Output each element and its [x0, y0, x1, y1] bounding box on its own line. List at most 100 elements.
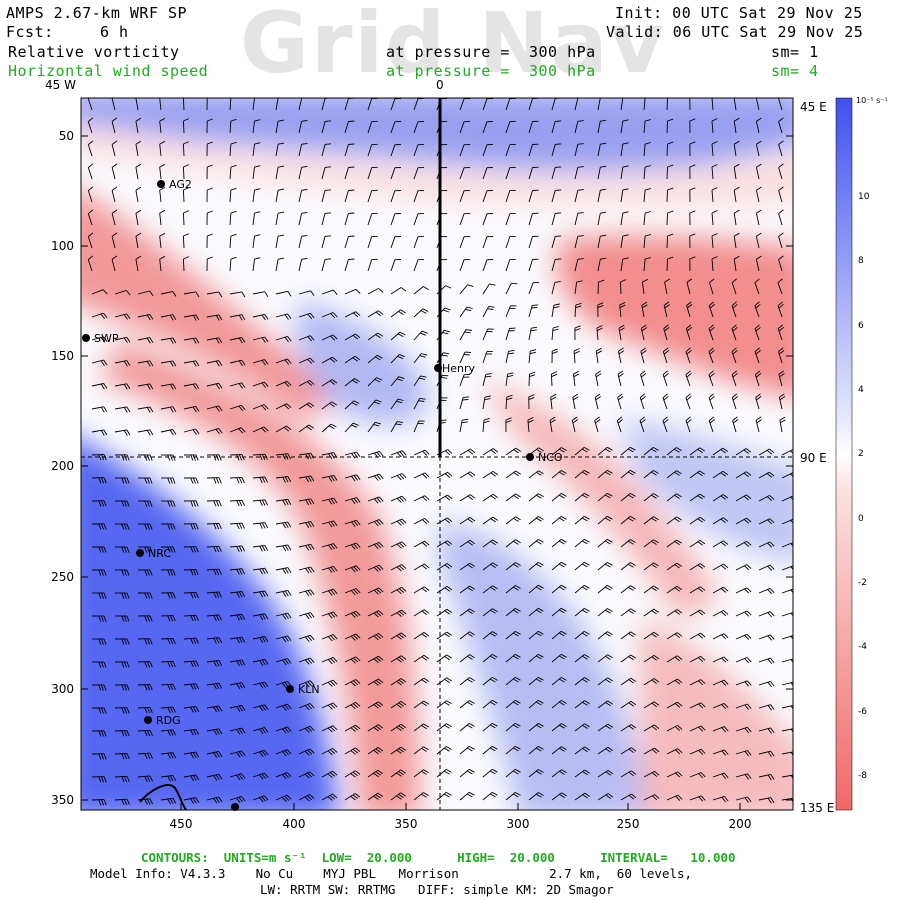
wind-barb-feather	[794, 636, 798, 641]
wind-barb-feather	[399, 519, 405, 525]
wind-barb	[91, 454, 105, 456]
wind-barb-feather	[238, 428, 244, 434]
wind-barb	[735, 726, 748, 732]
wind-barb-feather	[328, 567, 333, 573]
wind-barb-feather	[697, 495, 703, 500]
wind-barb-feather	[123, 407, 128, 413]
wind-barb-feather	[183, 210, 190, 214]
wind-barb-feather	[465, 329, 472, 331]
wind-barb-feather	[675, 795, 681, 801]
wind-barb	[344, 701, 356, 709]
wind-barb-feather	[169, 314, 174, 321]
wind-barb	[528, 98, 533, 111]
wind-barb-feather	[98, 730, 102, 737]
wind-barb-feather	[720, 449, 726, 454]
wind-barb	[229, 591, 242, 594]
wind-barb-feather	[396, 421, 403, 423]
wind-barb-feather	[469, 539, 476, 545]
wind-barb-feather	[333, 497, 338, 504]
wind-barb	[528, 653, 539, 663]
wind-barb-feather	[218, 751, 223, 757]
wind-barb-feather	[770, 681, 775, 687]
colorbar-tick-label: 8	[858, 256, 864, 266]
wind-barb-feather	[606, 515, 613, 520]
wind-barb-feather	[215, 315, 220, 321]
wind-barb-feather	[506, 394, 513, 398]
wind-barb	[597, 213, 601, 226]
wind-barb	[689, 632, 701, 640]
forecast-value: 6 h	[100, 23, 129, 41]
wind-barb-feather	[720, 518, 726, 524]
wind-barb-feather	[241, 705, 246, 711]
wind-barb-feather	[490, 609, 496, 614]
wind-barb-feather	[195, 454, 199, 461]
wind-barb-feather	[169, 454, 173, 461]
wind-barb-feather	[767, 751, 772, 757]
x-tick-label: 450	[170, 817, 193, 831]
wind-barb	[758, 704, 771, 709]
wind-barb	[229, 750, 242, 755]
wind-barb	[755, 213, 760, 226]
wind-barb-feather	[424, 518, 430, 523]
wind-barb	[390, 167, 396, 180]
wind-barb-feather	[172, 615, 176, 622]
wind-barb	[482, 722, 493, 732]
wind-barb-feather	[330, 544, 335, 550]
wind-barb-feather	[639, 416, 645, 422]
wind-barb	[640, 374, 645, 387]
wind-barb-feather	[663, 395, 669, 401]
wind-barb-feather	[530, 329, 537, 332]
wind-barb	[182, 143, 185, 157]
wind-barb-feather	[375, 311, 381, 317]
wind-barb-feather	[261, 613, 266, 620]
wind-barb-feather	[667, 210, 674, 214]
wind-barb-feather	[149, 429, 154, 436]
wind-barb	[754, 328, 760, 341]
wind-barb-feather	[420, 332, 427, 336]
wind-barb	[754, 374, 760, 387]
wind-barb-feather	[549, 416, 556, 421]
wind-barb	[551, 516, 562, 525]
wind-barb-feather	[515, 447, 522, 452]
wind-barb-feather	[422, 496, 428, 502]
wind-barb-feather	[467, 610, 473, 615]
wind-barb-feather	[304, 796, 310, 802]
wind-barb	[781, 797, 793, 801]
wind-barb-feather	[582, 794, 588, 799]
wind-barb-feather	[595, 373, 602, 378]
wind-barb-feather	[398, 588, 405, 593]
wind-barb-feather	[307, 498, 312, 505]
wind-barb-feather	[329, 794, 336, 800]
wind-barb-feather	[195, 314, 200, 321]
wind-barb	[781, 681, 793, 686]
wind-barb-feather	[146, 546, 150, 553]
wind-barb	[778, 259, 783, 272]
x-tick-label: 250	[617, 817, 640, 831]
wind-barb-feather	[424, 586, 430, 591]
wind-barb-feather	[149, 592, 153, 599]
wind-barb-feather	[375, 657, 382, 662]
wind-barb-feather	[329, 772, 336, 777]
wind-barb	[183, 337, 196, 341]
wind-barb-feather	[98, 592, 102, 599]
wind-barb-feather	[172, 797, 177, 804]
wind-barb	[620, 793, 632, 801]
wind-barb-feather	[103, 429, 108, 436]
wind-barb	[114, 406, 127, 410]
wind-barb	[87, 167, 93, 180]
wind-barb-feather	[677, 748, 683, 754]
wind-barb-feather	[422, 519, 428, 524]
wind-barb-feather	[674, 587, 680, 592]
wind-barb	[711, 189, 714, 203]
wind-barb	[505, 631, 516, 640]
wind-barb-feather	[594, 393, 601, 398]
wind-barb-feather	[121, 592, 125, 599]
wind-barb	[574, 792, 586, 801]
wind-barb-feather	[376, 451, 381, 458]
wind-barb-feather	[446, 769, 452, 773]
wind-barb	[643, 655, 655, 663]
wind-barb-feather	[332, 634, 338, 640]
wind-barb-feather	[584, 631, 590, 635]
wind-barb-feather	[149, 707, 153, 714]
wind-barb-feather	[446, 563, 453, 568]
